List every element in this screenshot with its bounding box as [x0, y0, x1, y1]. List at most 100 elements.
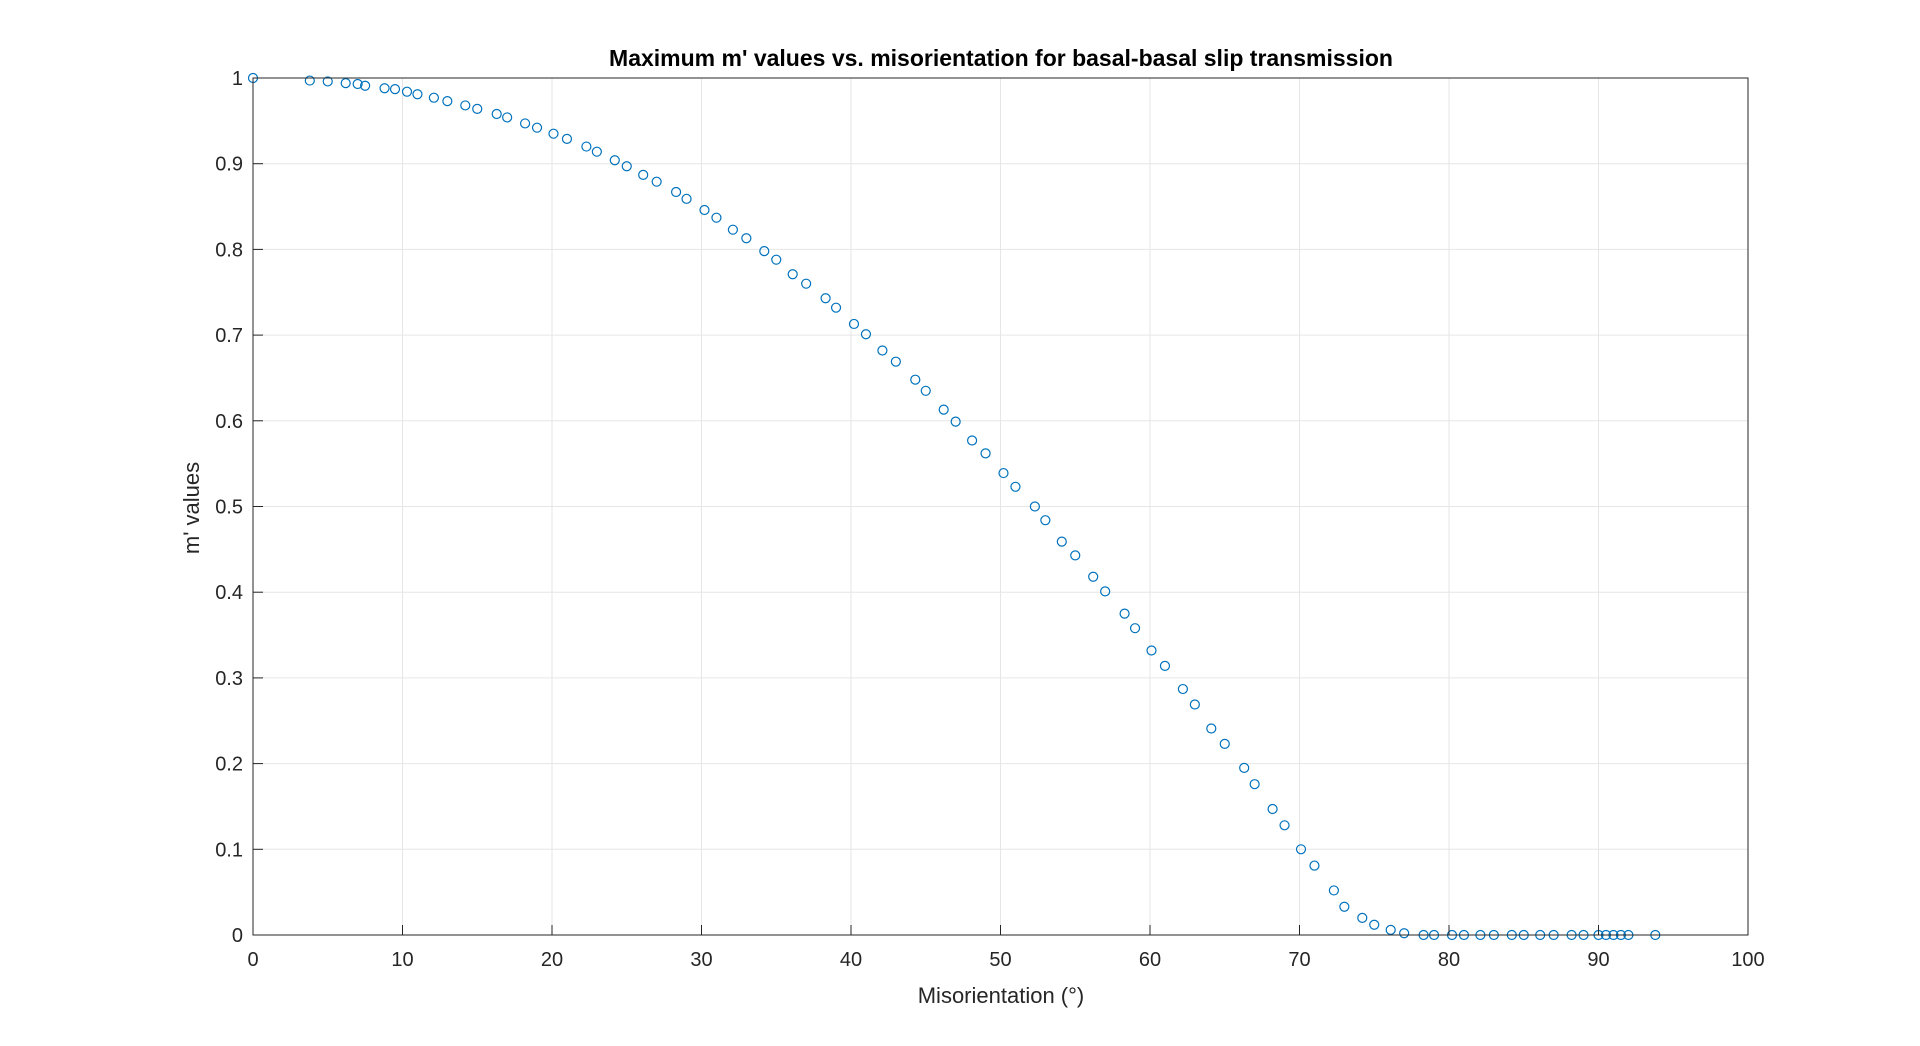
data-point: [1369, 919, 1380, 930]
data-point: [591, 146, 602, 157]
data-point: [1070, 550, 1081, 561]
data-point: [1206, 723, 1217, 734]
x-tick-label: 40: [840, 949, 862, 971]
data-point: [1339, 901, 1350, 912]
data-point: [1100, 586, 1111, 597]
data-point: [651, 176, 662, 187]
data-point: [1399, 928, 1410, 939]
data-point: [304, 75, 315, 86]
data-point: [472, 103, 483, 114]
data-point: [890, 356, 901, 367]
data-point: [1309, 860, 1320, 871]
data-point: [938, 404, 949, 415]
chart-title: Maximum m' values vs. misorientation for…: [609, 45, 1393, 71]
data-point: [830, 302, 842, 313]
data-point: [609, 155, 620, 166]
data-point: [460, 100, 471, 111]
data-point: [1189, 699, 1200, 710]
data-point: [502, 112, 513, 123]
data-point: [1088, 571, 1099, 582]
data-point: [531, 122, 543, 133]
data-point: [699, 204, 710, 216]
y-tick-label: 0.1: [215, 839, 243, 861]
data-point: [980, 448, 991, 459]
data-point: [966, 435, 978, 446]
data-point: [360, 80, 371, 91]
data-point: [787, 269, 798, 280]
data-point: [1219, 738, 1230, 749]
data-point: [322, 76, 333, 87]
data-point: [877, 345, 888, 356]
data-point: [352, 78, 363, 90]
data-point: [1029, 501, 1040, 512]
x-tick-label: 20: [541, 949, 563, 971]
data-point: [670, 186, 682, 198]
data-point: [1010, 481, 1021, 492]
data-point: [561, 133, 573, 144]
data-point: [1129, 623, 1141, 634]
data-point: [1267, 803, 1278, 815]
data-point: [1249, 779, 1260, 790]
data-point: [442, 96, 453, 107]
y-tick-label: 1: [232, 68, 243, 90]
data-point: [412, 89, 423, 100]
data-point: [1056, 536, 1067, 547]
y-tick-label: 0.3: [215, 668, 243, 690]
data-point: [727, 224, 738, 235]
data-point: [998, 467, 1009, 479]
data-point: [1177, 683, 1188, 695]
y-tick-label: 0.5: [215, 497, 243, 519]
data-point: [548, 128, 559, 139]
data-point: [1279, 820, 1290, 831]
y-tick-label: 0.2: [215, 754, 243, 776]
x-tick-label: 50: [989, 949, 1011, 971]
data-point: [801, 278, 812, 289]
data-point: [340, 78, 351, 89]
x-axis-label: Misorientation (°): [918, 983, 1085, 1008]
data-point: [1295, 844, 1307, 855]
data-point: [910, 374, 921, 385]
data-point: [491, 108, 502, 120]
data-point: [1328, 885, 1339, 896]
data-point: [389, 84, 401, 95]
data-point: [848, 318, 860, 330]
data-point: [820, 293, 831, 304]
x-tick-label: 70: [1288, 949, 1310, 971]
data-point: [581, 141, 592, 152]
x-tick-label: 60: [1139, 949, 1161, 971]
data-point: [621, 161, 632, 172]
data-point: [711, 212, 722, 223]
data-point: [681, 193, 692, 204]
data-point: [741, 233, 752, 244]
x-tick-label: 100: [1731, 949, 1764, 971]
data-point: [428, 92, 439, 103]
axis-ticks: 0 10 20 30 40 50 60 70 80 90 100 0 0.1 0.2 0.3 0.4 0.5 0.…: [215, 68, 1765, 971]
data-point: [771, 254, 782, 265]
data-point: [920, 385, 931, 396]
data-point: [1119, 608, 1130, 619]
data-point: [860, 329, 872, 340]
x-tick-label: 10: [391, 949, 413, 971]
y-tick-label: 0.9: [215, 154, 243, 176]
x-tick-label: 80: [1438, 949, 1460, 971]
data-point: [1385, 924, 1396, 935]
y-tick-label: 0.6: [215, 411, 243, 433]
y-tick-label: 0.7: [215, 325, 243, 347]
data-point: [1159, 660, 1171, 672]
data-point: [1040, 515, 1051, 526]
x-tick-label: 0: [247, 949, 258, 971]
data-point: [1239, 762, 1250, 773]
data-point: [379, 83, 390, 94]
data-point: [1357, 912, 1368, 923]
data-point: [759, 246, 770, 257]
data-point: [638, 169, 649, 180]
data-point: [519, 118, 531, 129]
x-tick-label: 90: [1587, 949, 1609, 971]
y-tick-label: 0.4: [215, 582, 243, 604]
data-point: [1146, 645, 1157, 656]
data-point: [950, 416, 961, 427]
y-tick-label: 0.8: [215, 239, 243, 261]
x-tick-label: 30: [690, 949, 712, 971]
